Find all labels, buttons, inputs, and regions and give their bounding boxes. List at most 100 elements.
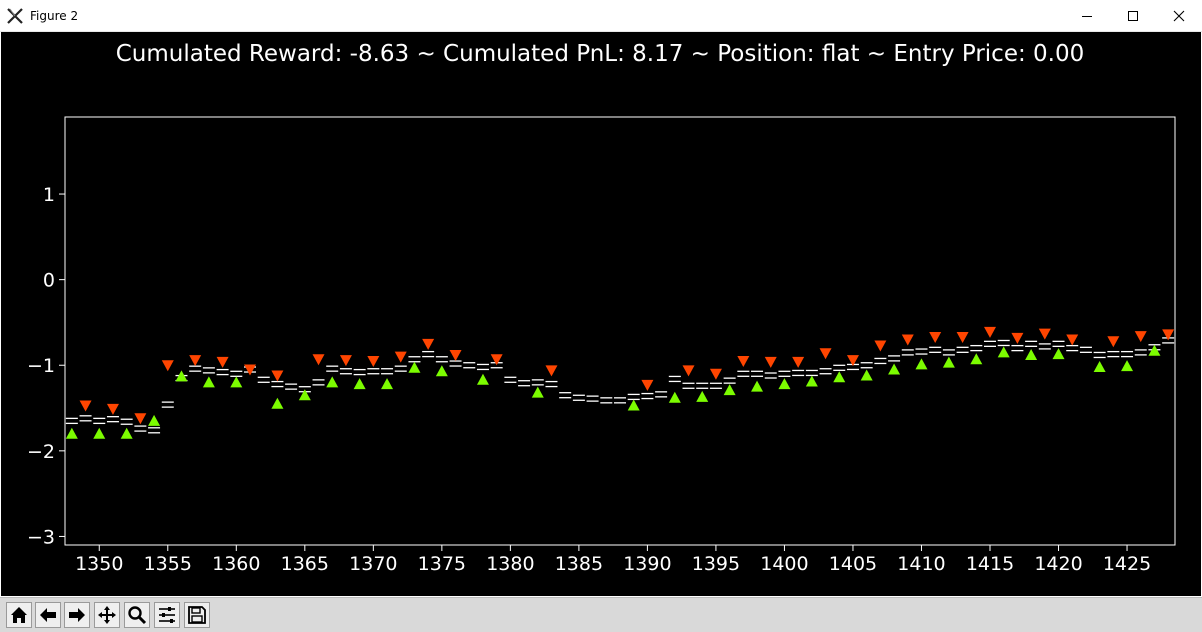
price-mark [65,417,78,425]
magnifier-icon [128,606,147,625]
price-mark [833,364,846,371]
price-mark [792,369,805,377]
zoom-button[interactable] [124,602,150,628]
sell-marker [545,365,558,377]
price-mark [476,363,489,371]
sell-marker [312,354,325,366]
arrow-left-icon [40,608,56,622]
sell-marker [422,338,435,350]
price-mark [531,379,544,386]
sliders-icon [159,607,175,623]
buy-marker [970,353,983,365]
price-mark [312,379,325,386]
window-titlebar: Figure 2 [0,0,1202,32]
price-mark [984,340,996,347]
price-mark [134,425,147,432]
x-tick-label: 1415 [966,553,1014,575]
price-mark [901,349,914,356]
back-button[interactable] [35,602,61,628]
price-mark [970,344,983,352]
price-mark [381,368,394,375]
maximize-button[interactable] [1110,0,1156,31]
price-mark [1038,343,1051,350]
buy-marker [778,378,791,390]
x-tick-label: 1395 [692,553,740,575]
buy-marker [271,397,284,409]
y-axis: 1 0 −1 −2 −3 [27,184,65,548]
buy-marker [65,427,78,439]
price-mark [1079,346,1092,353]
price-mark [723,377,736,384]
minimize-button[interactable] [1064,0,1110,31]
window-title: Figure 2 [30,9,79,23]
buy-marker [805,375,818,387]
sell-series [79,326,1175,425]
chart-title: Cumulated Reward: -8.63 ~ Cumulated PnL:… [116,41,1085,67]
buy-marker [175,370,188,382]
x-tick-label: 1420 [1034,553,1082,575]
sell-marker [1134,331,1147,343]
buy-marker [1052,348,1065,360]
price-mark [778,370,791,377]
x-tick-label: 1385 [555,553,603,575]
price-mark [353,368,366,376]
y-tick-label: −3 [27,526,55,548]
sell-marker [1066,334,1079,346]
sell-marker [339,355,352,367]
figure-canvas[interactable]: Cumulated Reward: -8.63 ~ Cumulated PnL:… [1,32,1201,596]
sell-marker [1162,329,1175,341]
sell-marker [764,356,777,368]
sell-marker [189,355,202,367]
save-button[interactable] [184,602,210,628]
buy-marker [668,391,681,403]
price-series [65,337,1175,434]
price-mark [655,391,668,398]
price-mark [216,368,229,376]
price-mark [148,427,161,434]
sell-marker [709,368,722,380]
sell-marker [271,370,284,382]
sell-marker [901,334,914,346]
price-mark [285,383,298,390]
price-mark [915,348,928,355]
price-mark [709,382,722,389]
sell-marker [682,365,695,377]
buy-series [65,344,1161,439]
close-button[interactable] [1156,0,1202,31]
configure-subplots-button[interactable] [154,602,180,628]
x-tick-label: 1390 [623,553,671,575]
price-mark [1134,349,1147,356]
plot-frame [64,116,1176,546]
buy-marker [915,358,928,370]
buy-marker [997,346,1010,358]
home-button[interactable] [6,602,32,628]
sell-marker [244,364,256,376]
price-mark [463,362,476,369]
price-mark [339,368,352,375]
floppy-disk-icon [188,606,206,624]
arrow-right-icon [69,608,85,622]
sell-marker [367,355,380,367]
minimize-icon [1082,15,1092,17]
sell-marker [394,351,407,363]
x-tick-label: 1375 [418,553,466,575]
price-mark [257,376,270,383]
forward-button[interactable] [64,602,90,628]
buy-marker [148,414,161,426]
sell-marker [216,356,229,368]
sell-marker [737,355,750,367]
sell-marker [1011,332,1024,344]
price-mark [120,418,133,425]
price-mark [641,392,654,400]
price-mark [1093,351,1106,359]
buy-marker [476,373,489,385]
price-mark [751,370,764,377]
pan-button[interactable] [94,602,120,628]
price-mark [997,339,1010,347]
price-mark [586,395,599,402]
close-icon [1173,10,1185,21]
app-icon [7,8,23,24]
price-mark [956,346,969,353]
sell-marker [161,360,174,372]
x-tick-label: 1360 [212,553,260,575]
